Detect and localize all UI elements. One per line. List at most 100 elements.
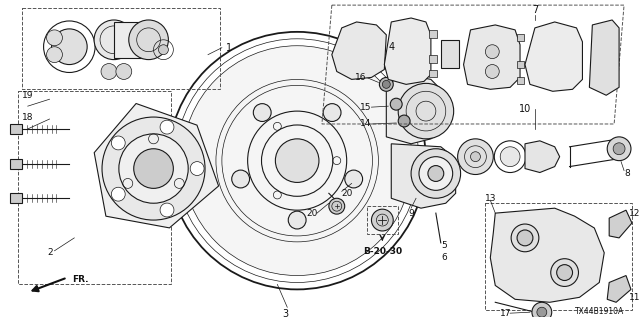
Text: 20: 20	[307, 209, 317, 218]
Circle shape	[345, 170, 363, 188]
Circle shape	[102, 117, 205, 220]
Circle shape	[47, 47, 63, 63]
Polygon shape	[525, 22, 582, 91]
Text: 16: 16	[355, 73, 367, 82]
Bar	[485, 203, 632, 310]
Circle shape	[329, 198, 345, 214]
Circle shape	[428, 165, 444, 181]
Bar	[367, 206, 398, 234]
Circle shape	[500, 147, 520, 167]
Circle shape	[517, 230, 533, 246]
Text: 17: 17	[500, 309, 512, 318]
Polygon shape	[607, 276, 631, 302]
Bar	[22, 8, 220, 89]
Circle shape	[253, 104, 271, 122]
Circle shape	[485, 65, 499, 78]
Circle shape	[134, 149, 173, 188]
Circle shape	[190, 162, 204, 175]
Circle shape	[288, 211, 306, 229]
Text: 10: 10	[519, 104, 531, 114]
Circle shape	[387, 57, 396, 67]
Text: 6: 6	[441, 253, 447, 262]
Text: 5: 5	[441, 241, 447, 250]
Circle shape	[119, 134, 188, 203]
Bar	[10, 159, 22, 169]
Circle shape	[511, 224, 539, 252]
Circle shape	[382, 80, 390, 88]
Polygon shape	[387, 75, 445, 144]
Circle shape	[160, 120, 174, 134]
Circle shape	[398, 115, 410, 127]
Circle shape	[390, 98, 402, 110]
Circle shape	[537, 307, 547, 317]
Polygon shape	[609, 210, 632, 238]
Text: 13: 13	[485, 194, 497, 203]
Bar	[10, 124, 22, 134]
Text: 8: 8	[624, 169, 630, 178]
Circle shape	[129, 20, 168, 60]
Polygon shape	[589, 20, 619, 95]
Circle shape	[94, 20, 134, 60]
Circle shape	[159, 45, 168, 55]
Bar	[441, 40, 459, 68]
Circle shape	[51, 29, 87, 65]
Text: 14: 14	[360, 119, 371, 129]
Text: FR.: FR.	[72, 275, 89, 284]
Bar	[517, 77, 524, 84]
Circle shape	[47, 30, 63, 46]
Text: 9: 9	[408, 209, 414, 218]
Bar	[517, 60, 524, 68]
Polygon shape	[391, 144, 456, 208]
Text: 2: 2	[47, 248, 53, 257]
Circle shape	[232, 170, 250, 188]
Text: 11: 11	[629, 293, 640, 302]
Circle shape	[323, 104, 341, 122]
Circle shape	[398, 84, 454, 139]
Text: TX44B1910A: TX44B1910A	[575, 307, 624, 316]
Polygon shape	[332, 22, 387, 79]
Text: 3: 3	[282, 309, 289, 319]
Bar	[429, 55, 437, 63]
Circle shape	[371, 209, 393, 231]
Text: 15: 15	[360, 103, 371, 112]
Circle shape	[182, 46, 412, 276]
Circle shape	[458, 139, 493, 174]
Circle shape	[485, 45, 499, 59]
Circle shape	[419, 157, 452, 190]
Circle shape	[382, 53, 400, 70]
Circle shape	[111, 136, 125, 150]
Bar	[18, 91, 172, 284]
Circle shape	[275, 139, 319, 182]
Bar	[429, 30, 437, 38]
Bar	[10, 193, 22, 203]
Text: 20: 20	[342, 189, 353, 198]
Circle shape	[557, 265, 573, 281]
Text: B-20-30: B-20-30	[363, 247, 402, 256]
Bar	[114, 22, 148, 58]
Polygon shape	[490, 208, 604, 302]
Circle shape	[613, 143, 625, 155]
Text: 12: 12	[629, 209, 640, 218]
Text: 18: 18	[22, 113, 33, 122]
Text: 4: 4	[388, 42, 394, 52]
Circle shape	[607, 137, 631, 161]
Text: 1: 1	[226, 43, 232, 53]
Circle shape	[101, 64, 117, 79]
Circle shape	[411, 149, 461, 198]
Circle shape	[111, 187, 125, 201]
Circle shape	[44, 21, 95, 72]
Circle shape	[160, 203, 174, 217]
Circle shape	[532, 302, 552, 320]
Circle shape	[380, 77, 393, 91]
Polygon shape	[385, 18, 431, 84]
Text: 19: 19	[22, 91, 33, 100]
Polygon shape	[463, 25, 520, 89]
Polygon shape	[94, 103, 219, 228]
Circle shape	[551, 259, 579, 286]
Circle shape	[116, 64, 132, 79]
Circle shape	[470, 152, 481, 162]
Polygon shape	[525, 141, 559, 172]
Bar	[429, 69, 437, 77]
Bar	[517, 34, 524, 41]
Text: 7: 7	[532, 5, 538, 15]
